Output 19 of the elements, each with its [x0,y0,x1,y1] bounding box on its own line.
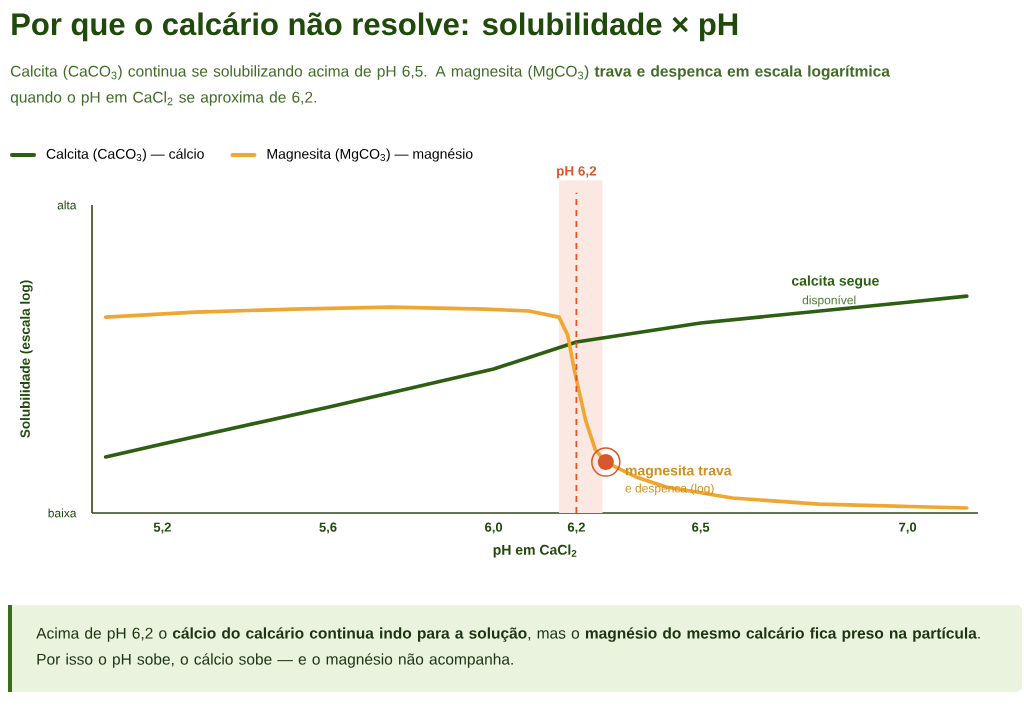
ref-line-label: pH 6,2 [557,166,597,179]
x-tick-label: 5,6 [319,522,337,534]
text: alta [57,200,77,210]
text: calcita segue [791,275,879,289]
text: baixa [48,508,77,518]
x-axis-title: pH em CaCl$_{2}$ [493,544,577,558]
x-tick-label: 5,2 [153,522,171,534]
x-tick-label: 6,2 [567,522,585,534]
annotation: disponível [802,295,856,307]
annotation: magnesita trava [625,465,732,479]
y-axis-title: Solubilidade (escala log) [20,280,33,438]
legend-label: Magnesita (MgCO$_{3}$) — magnésio [267,148,473,162]
x-tick-label: 7,0 [899,522,917,534]
chart-title: Por que o calcário não resolve: solubilidade × pH [12,12,738,42]
legend-label: Calcita (CaCO$_{3}$) — cálcio [46,148,204,162]
text: Calcita (CaCO$_{3}$) continua se solubilizando acima de pH 6,5. A magnesita (MgCO$_{3}$) trava e despenca em escala logarítmica quando o pH em CaCl$_{2}$ se aproxima de 6,2. [10,65,890,106]
x-tick-label: 6,0 [485,522,503,534]
text: Acima de pH 6,2 o cálcio do calcário continua indo para a solução, mas o magnésio do mesmo calcário fica preso na partícula. Por isso o pH sobe, o cálcio sobe — e o magnésio não acompanha. [36,627,980,668]
x-tick-label: 6,5 [692,522,710,534]
